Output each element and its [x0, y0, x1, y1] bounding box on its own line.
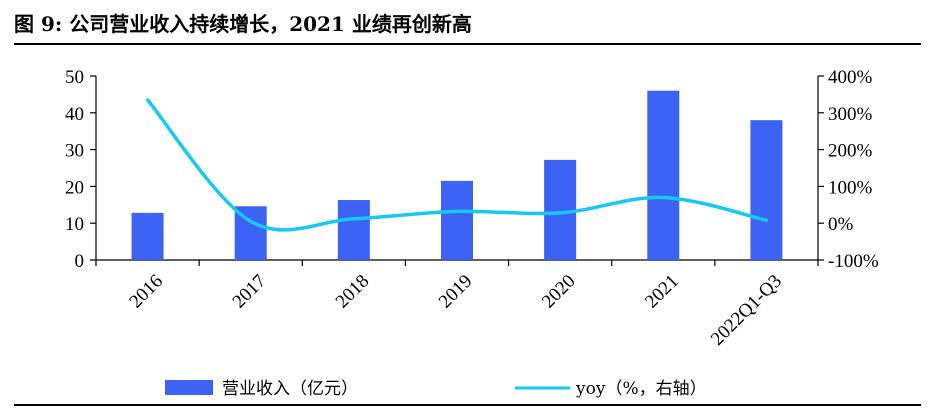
legend-bar-swatch	[165, 380, 213, 395]
y-left-tick-label: 30	[65, 141, 84, 162]
bar	[647, 90, 680, 260]
axes: 0 10 20 30 40 50 -100% 0% 100% 200% 300% 400%	[65, 67, 879, 272]
y-right-tick-label: 300%	[828, 104, 873, 125]
bar	[337, 200, 370, 260]
y-right-tick-label: 400%	[828, 67, 873, 88]
chart-title: 图 9: 公司营业收入持续增长，2021 业绩再创新高	[14, 12, 472, 36]
x-tick-label: 2020	[538, 271, 580, 313]
yoy-line	[145, 98, 769, 232]
legend-line-label: yoy（%，右轴）	[575, 379, 707, 399]
bar	[441, 180, 473, 260]
bar	[750, 120, 783, 260]
bar	[131, 212, 164, 260]
y-left-tick-label: 10	[65, 214, 84, 235]
bottom-rule	[14, 404, 921, 406]
bar	[544, 159, 577, 260]
y-left-tick-label: 40	[65, 104, 84, 125]
legend: 营业收入（亿元） yoy（%，右轴）	[165, 379, 707, 399]
x-tick-label: 2019	[435, 271, 477, 313]
x-tick-label: 2017	[229, 271, 271, 313]
x-tick-label: 2016	[125, 271, 167, 313]
x-tick-label: 2021	[641, 271, 683, 313]
y-right-tick-label: -100%	[828, 251, 879, 272]
y-left-tick-label: 20	[65, 177, 84, 198]
x-tick-label: 2022Q1-Q3	[707, 271, 786, 350]
y-right-tick-label: 200%	[828, 141, 873, 162]
bar-series	[131, 90, 783, 260]
y-left-tick-label: 0	[75, 251, 85, 272]
y-right-tick-label: 100%	[828, 177, 873, 198]
y-left-tick-label: 50	[65, 67, 84, 88]
line-series	[145, 98, 769, 232]
y-right-tick-label: 0%	[828, 214, 854, 235]
title-rule	[14, 43, 921, 45]
legend-bar-label: 营业收入（亿元）	[222, 379, 358, 399]
x-tick-labels: 2016 2017 2018 2019 2020 2021 2022Q1-Q3	[125, 271, 786, 350]
x-tick-label: 2018	[332, 271, 374, 313]
